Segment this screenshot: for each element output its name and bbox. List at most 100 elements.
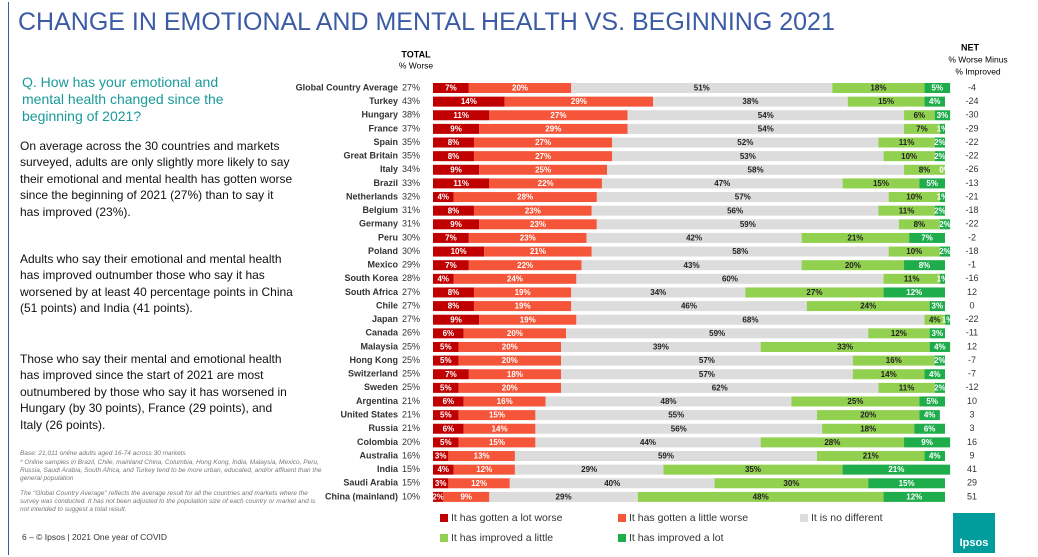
total-label: 21% (402, 409, 420, 419)
bar-segment (561, 355, 853, 366)
value-label: 57% (699, 370, 715, 379)
bar-segment (904, 110, 935, 121)
bar-segment (433, 192, 454, 203)
value-label: 8% (919, 261, 931, 270)
legend-label: It has gotten a little worse (629, 512, 748, 524)
net-label: -4 (968, 82, 976, 92)
bar-segment (934, 110, 951, 121)
value-label: 14% (881, 370, 897, 379)
value-label: 46% (681, 302, 697, 311)
value-label: 3% (435, 479, 447, 488)
net-label: -24 (965, 96, 978, 106)
bar-segment (561, 382, 879, 393)
value-label: 19% (515, 302, 531, 311)
value-label: 15% (873, 179, 889, 188)
category-label: India (377, 464, 399, 474)
value-label: 68% (742, 315, 758, 324)
bar-segment (489, 178, 602, 189)
bar-segment (919, 178, 945, 189)
bar-segment (591, 246, 889, 257)
legend-label: It has improved a lot (629, 532, 724, 544)
total-label: 15% (402, 464, 420, 474)
total-label: 16% (402, 450, 420, 460)
bar-segment (473, 287, 572, 298)
bar-segment (576, 314, 925, 325)
footer: 6 – © Ipsos | 2021 One year of COVID (22, 532, 168, 542)
value-label: 12% (476, 465, 492, 474)
legend-label: It is no different (811, 512, 883, 524)
bar-segment (939, 219, 951, 230)
bar-segment (433, 178, 490, 189)
bar-segment (801, 232, 910, 243)
value-label: 30% (783, 479, 799, 488)
paragraph: Adults who say their emotional and menta… (20, 252, 293, 316)
net-label: 9 (969, 450, 974, 460)
bar-segment (433, 382, 459, 393)
total-label: 35% (402, 137, 420, 147)
total-label: 20% (402, 437, 420, 447)
value-label: 21% (888, 465, 904, 474)
value-label: 4% (929, 97, 941, 106)
total-label: 27% (402, 314, 420, 324)
paragraph: Those who say their mental and emotional… (20, 352, 287, 432)
paragraph: On average across the 30 countries and m… (20, 139, 293, 219)
bar-segment (433, 464, 454, 475)
value-label: 4% (437, 465, 449, 474)
bar-segment (929, 328, 945, 339)
bar-segment (904, 164, 945, 175)
value-label: 28% (824, 438, 840, 447)
value-label: 11% (453, 179, 469, 188)
net-label: -11 (966, 328, 978, 338)
bar-segment (561, 341, 761, 352)
net-label: -30 (965, 110, 978, 120)
value-label: 19% (520, 315, 536, 324)
bar-segment (745, 287, 884, 298)
bar-segment (904, 260, 945, 271)
bar-segment (791, 396, 920, 407)
value-label: 15% (489, 411, 505, 420)
value-label: 4% (929, 452, 941, 461)
bar-segment (433, 341, 459, 352)
total-label: 29% (402, 260, 420, 270)
category-label: Sweden (364, 382, 398, 392)
value-label: 7% (445, 84, 457, 93)
value-label: 29% (556, 493, 572, 502)
total-label: 35% (402, 151, 420, 161)
bar-segment (934, 382, 945, 393)
bar-segment (909, 232, 945, 243)
bar-segment (433, 369, 469, 380)
value-label: 15% (489, 438, 505, 447)
bar-segment (453, 464, 515, 475)
bar-segment (433, 355, 459, 366)
value-label: 24% (507, 274, 523, 283)
bar-segment (883, 273, 940, 284)
bar-segment (473, 205, 592, 216)
bar-segment (468, 83, 572, 93)
bar-segment (607, 164, 905, 175)
bar-segment (479, 164, 608, 175)
total-label: 27% (402, 287, 420, 297)
title: CHANGE IN EMOTIONAL AND MENTAL HEALTH VS… (18, 8, 835, 36)
value-label: 15% (878, 97, 894, 106)
bar-segment (433, 205, 474, 216)
value-label: 2% (934, 152, 946, 161)
bar-segment (433, 491, 444, 502)
legend-swatch (618, 514, 626, 522)
total-label: 31% (402, 219, 420, 229)
category-label: Canada (365, 328, 399, 338)
bar-segment (842, 464, 951, 475)
value-label: 6% (914, 111, 926, 120)
legend-swatch (440, 514, 448, 522)
bar-segment (453, 273, 577, 284)
value-label: 20% (502, 356, 518, 365)
bar-segment (535, 423, 823, 434)
category-label: Colombia (357, 437, 399, 447)
value-label: 5% (440, 411, 452, 420)
value-label: 10% (906, 193, 922, 202)
value-label: 34% (650, 288, 666, 297)
bar-segment (924, 451, 945, 462)
bar-segment (904, 123, 940, 134)
value-label: 2% (934, 206, 946, 215)
bar-segment (479, 123, 628, 134)
value-label: 4% (934, 343, 946, 352)
